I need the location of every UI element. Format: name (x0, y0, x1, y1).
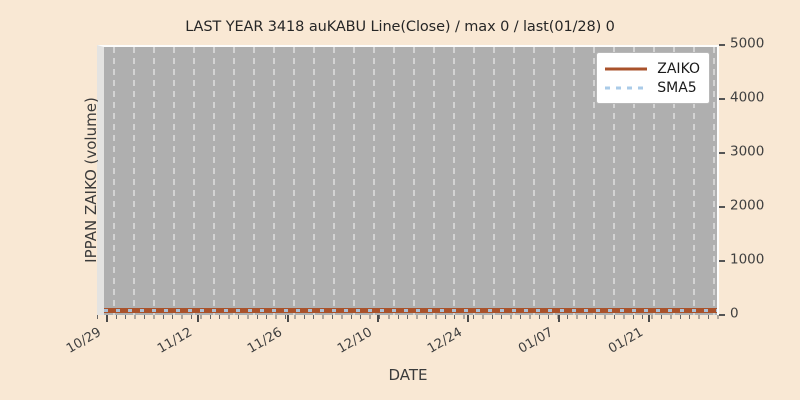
y-tick-label: 0 (730, 305, 739, 322)
y-tick-mark-icon (719, 152, 725, 154)
legend-item-zaiko[interactable]: ZAIKO (605, 59, 700, 78)
y-axis: 0 1000 2000 3000 4000 5000 (719, 37, 789, 320)
y-tick-label: 2000 (730, 197, 765, 214)
x-tick-label: 11/12 (155, 325, 195, 357)
x-tick-mark-icon (287, 315, 289, 322)
y-tick-mark-icon (719, 206, 725, 208)
x-axis: 10/29 11/12 11/26 12/10 12/24 01/07 01/2… (64, 315, 719, 395)
y-tick-label: 4000 (730, 89, 765, 106)
legend-dotted-line-swatch-icon (605, 82, 648, 94)
x-tick-mark-icon (558, 315, 560, 322)
x-minor-tick-marks-icon (97, 315, 719, 319)
x-tick-mark-icon (106, 315, 108, 322)
legend-label: SMA5 (657, 79, 697, 96)
x-tick-label: 01/21 (606, 325, 646, 357)
legend-item-sma5[interactable]: SMA5 (605, 78, 700, 97)
x-tick-label: 10/29 (64, 325, 104, 357)
y-tick-mark-icon (719, 44, 725, 46)
x-tick-mark-icon (648, 315, 650, 322)
legend-label: ZAIKO (657, 60, 700, 77)
y-tick-label: 5000 (730, 35, 765, 52)
chart-title: LAST YEAR 3418 auKABU Line(Close) / max … (185, 19, 615, 35)
y-tick-label: 1000 (730, 251, 765, 268)
x-tick-label: 01/07 (516, 325, 556, 357)
y-tick-mark-icon (719, 98, 725, 100)
y-tick-label: 3000 (730, 143, 765, 160)
x-axis-title: DATE (388, 366, 428, 384)
legend-line-swatch-icon (605, 63, 648, 75)
plot-area: ZAIKO SMA5 (97, 45, 719, 315)
x-tick-mark-icon (197, 315, 199, 322)
x-tick-mark-icon (377, 315, 379, 322)
x-tick-label: 12/10 (335, 325, 375, 357)
y-tick-mark-icon (719, 260, 725, 262)
chart-legend[interactable]: ZAIKO SMA5 (596, 52, 710, 104)
y-axis-title: IPPAN ZAIKO (volume) (82, 97, 100, 263)
x-tick-label: 11/26 (245, 325, 285, 357)
x-tick-label: 12/24 (425, 325, 465, 357)
x-tick-mark-icon (467, 315, 469, 322)
y-tick-mark-icon (719, 314, 725, 316)
